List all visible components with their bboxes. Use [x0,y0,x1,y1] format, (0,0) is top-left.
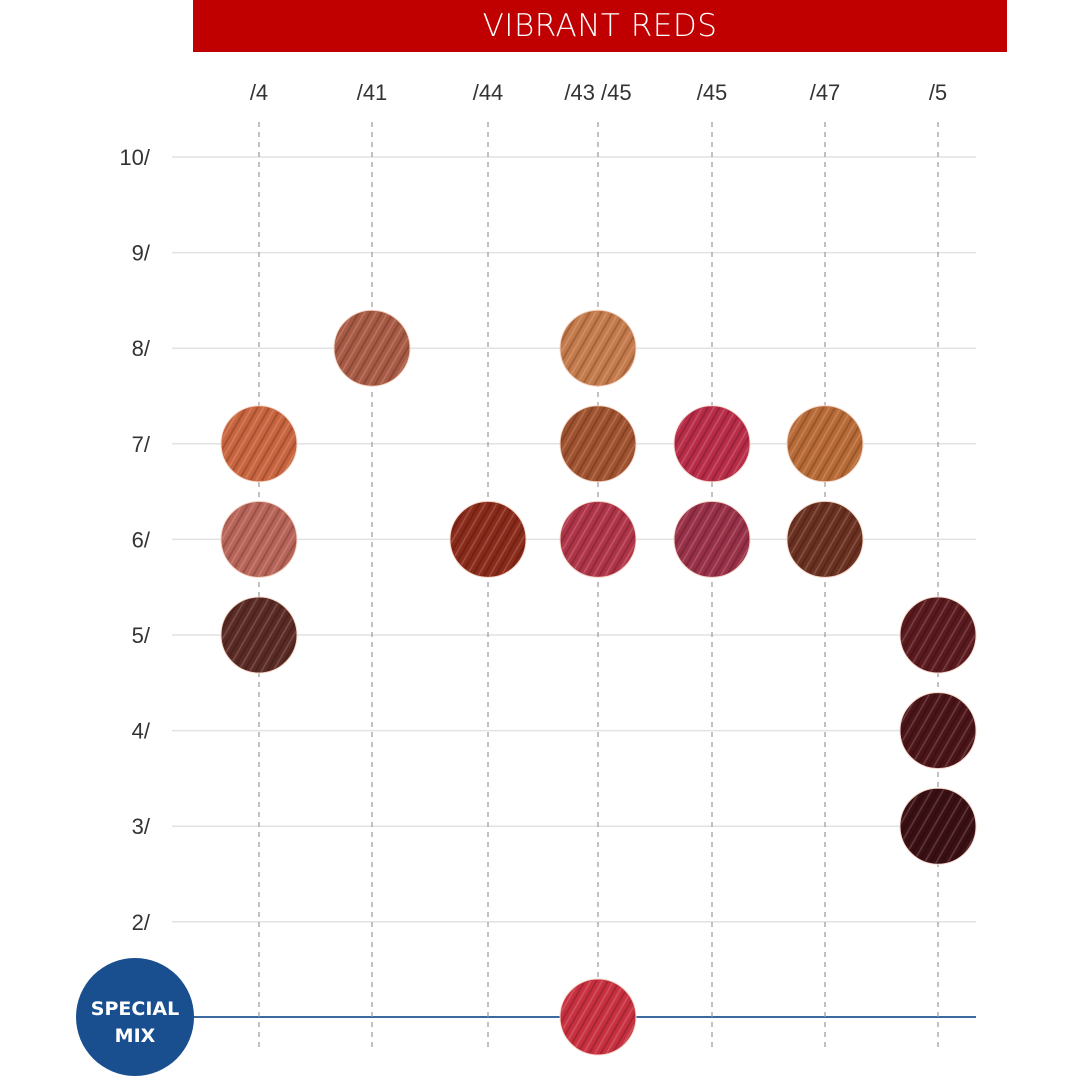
row-label: 3/ [132,814,151,839]
special-mix-label-1: SPECIAL [91,998,179,1020]
column-label: /5 [929,80,947,105]
swatch-texture [561,980,635,1054]
swatch-texture [788,502,862,577]
swatch-texture [451,502,525,577]
swatch-texture [788,406,862,481]
color-swatch[interactable] [899,692,977,770]
special-mix-label-2: MIX [115,1025,156,1047]
color-swatch[interactable] [220,596,298,674]
swatch-texture [675,406,749,481]
row-label: 6/ [132,527,151,552]
row-label: 8/ [132,336,151,361]
color-swatch[interactable] [333,309,411,387]
color-swatch[interactable] [559,405,637,483]
swatch-texture [675,502,749,577]
color-swatch[interactable] [673,405,751,483]
swatch-texture [901,789,975,864]
color-swatch[interactable] [673,500,751,578]
swatch-texture [222,502,296,577]
column-label: /45 [697,80,728,105]
color-swatch[interactable] [786,405,864,483]
swatch-texture [901,598,975,672]
swatch-texture [561,502,635,577]
color-swatch[interactable] [786,500,864,578]
color-swatch[interactable] [899,596,977,674]
swatch-texture [561,406,635,481]
color-swatch[interactable] [559,978,637,1056]
special-mix-badge: SPECIAL MIX [76,958,194,1076]
swatch-texture [561,311,635,386]
column-label: /44 [473,80,504,105]
column-label: /43 /45 [564,80,631,105]
color-swatch[interactable] [899,787,977,865]
color-swatch[interactable] [559,500,637,578]
row-label: 10/ [119,145,150,170]
row-label: 5/ [132,623,151,648]
swatch-texture [335,311,409,386]
swatch-texture [222,406,296,481]
title-banner: VIBRANT REDS [193,0,1007,52]
column-label: /4 [250,80,268,105]
color-swatch[interactable] [220,405,298,483]
row-label: 2/ [132,910,151,935]
swatch-texture [901,693,975,768]
row-label: 9/ [132,241,151,266]
column-label: /47 [810,80,841,105]
swatch-texture [222,598,296,672]
color-swatch[interactable] [449,500,527,578]
row-label: 7/ [132,432,151,457]
column-label: /41 [357,80,388,105]
color-swatch[interactable] [559,309,637,387]
color-swatch[interactable] [220,500,298,578]
row-label: 4/ [132,719,151,744]
